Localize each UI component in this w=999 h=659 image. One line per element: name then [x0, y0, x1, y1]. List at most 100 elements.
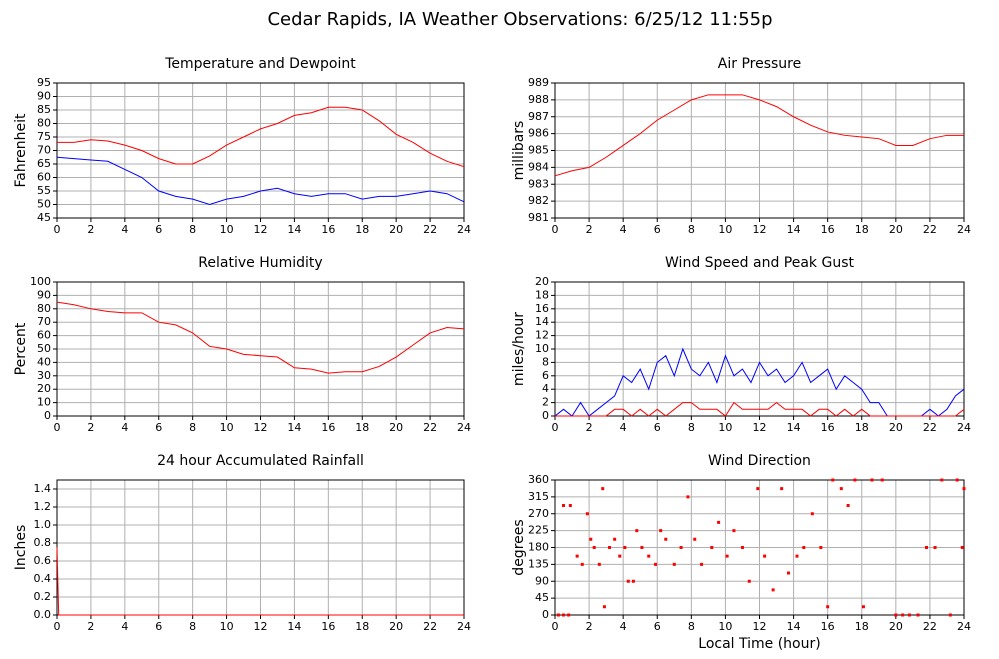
data-point — [771, 588, 775, 592]
y-tick-label: 45 — [37, 211, 51, 224]
data-point — [640, 546, 644, 549]
data-point — [907, 613, 911, 617]
x-tick-label: 24 — [957, 620, 971, 633]
x-tick-label: 6 — [155, 223, 162, 236]
data-point — [626, 579, 630, 583]
y-tick-label: 20 — [535, 275, 549, 288]
y-tick-label: 70 — [37, 315, 51, 328]
data-point — [562, 504, 566, 507]
data-point — [679, 546, 683, 549]
y-tick-label: 90 — [37, 288, 51, 301]
data-point — [585, 512, 589, 516]
x-tick-label: 18 — [855, 620, 869, 633]
x-tick-label: 2 — [586, 421, 593, 434]
data-point — [664, 537, 668, 541]
y-tick-label: 90 — [37, 90, 51, 103]
x-tick-label: 10 — [718, 620, 732, 633]
y-tick-label: 983 — [528, 177, 549, 190]
x-tick-label: 4 — [620, 421, 627, 434]
y-tick-label: 80 — [37, 302, 51, 315]
data-point — [756, 487, 760, 491]
x-tick-label: 12 — [753, 620, 767, 633]
x-tick-label: 10 — [220, 223, 234, 236]
data-point — [580, 562, 584, 566]
x-tick-label: 14 — [287, 620, 301, 633]
x-tick-label: 4 — [121, 421, 128, 434]
y-tick-label: 315 — [528, 490, 549, 503]
data-point — [654, 562, 658, 566]
x-tick-label: 20 — [889, 620, 903, 633]
x-tick-label: 10 — [220, 620, 234, 633]
y-tick-label: 1.0 — [34, 518, 52, 531]
y-tick-label: 4 — [542, 382, 549, 395]
y-tick-label: 989 — [528, 76, 549, 89]
data-point — [747, 579, 751, 583]
x-tick-label: 22 — [923, 620, 937, 633]
data-line — [554, 94, 964, 177]
y-axis-label: Inches — [13, 525, 29, 570]
x-tick-label: 2 — [87, 620, 94, 633]
data-point — [810, 512, 814, 516]
x-tick-label: 24 — [457, 620, 471, 633]
x-tick-label: 18 — [355, 223, 369, 236]
data-point — [623, 546, 627, 549]
y-tick-label: 0 — [44, 409, 51, 422]
y-tick-label: 0.2 — [34, 590, 52, 603]
y-tick-label: 80 — [37, 117, 51, 130]
y-axis-label: Fahrenheit — [13, 113, 29, 188]
data-point — [962, 487, 966, 491]
y-tick-label: 985 — [528, 144, 549, 157]
x-tick-label: 14 — [287, 223, 301, 236]
x-tick-label: 2 — [87, 223, 94, 236]
data-point — [853, 478, 857, 482]
x-tick-label: 14 — [287, 421, 301, 434]
x-tick-label: 8 — [688, 421, 695, 434]
data-point — [795, 554, 799, 558]
data-point — [955, 478, 959, 482]
y-tick-label: 60 — [37, 329, 51, 342]
data-point — [672, 562, 676, 566]
y-tick-label: 0 — [542, 409, 549, 422]
x-tick-label: 0 — [54, 620, 61, 633]
data-point — [562, 613, 566, 617]
data-point — [880, 478, 884, 482]
data-point — [725, 554, 729, 558]
data-point — [568, 504, 572, 507]
data-point — [575, 554, 579, 558]
x-tick-label: 6 — [654, 421, 661, 434]
data-point — [831, 478, 835, 482]
x-tick-label: 0 — [552, 421, 559, 434]
data-point — [608, 546, 612, 549]
data-point — [647, 554, 651, 558]
chart-title: Wind Speed and Peak Gust — [665, 255, 854, 271]
x-tick-label: 16 — [821, 421, 835, 434]
y-tick-label: 12 — [535, 329, 549, 342]
data-point — [839, 487, 843, 491]
y-tick-label: 50 — [37, 342, 51, 355]
y-tick-label: 8 — [542, 355, 549, 368]
x-tick-label: 0 — [552, 620, 559, 633]
y-tick-label: 1.4 — [34, 482, 52, 495]
y-tick-label: 45 — [535, 591, 549, 604]
y-tick-label: 14 — [535, 315, 549, 328]
x-axis-label: Local Time (hour) — [698, 636, 820, 652]
y-tick-label: 0.6 — [34, 554, 52, 567]
data-point — [780, 487, 784, 491]
y-axis-label: Percent — [13, 322, 29, 375]
data-line — [56, 156, 465, 206]
data-point — [700, 562, 704, 566]
data-point — [732, 529, 736, 533]
data-point — [826, 605, 830, 609]
data-point — [686, 495, 690, 499]
chart-title: 24 hour Accumulated Rainfall — [157, 453, 364, 469]
data-line — [56, 301, 465, 374]
y-tick-label: 135 — [528, 557, 549, 570]
y-tick-label: 20 — [37, 382, 51, 395]
x-tick-label: 20 — [389, 620, 403, 633]
x-tick-label: 16 — [321, 421, 335, 434]
data-point — [659, 529, 663, 533]
plot-frame — [554, 479, 965, 616]
plot-frame — [56, 82, 465, 219]
x-tick-label: 16 — [321, 223, 335, 236]
y-axis-label: degrees — [511, 519, 527, 575]
